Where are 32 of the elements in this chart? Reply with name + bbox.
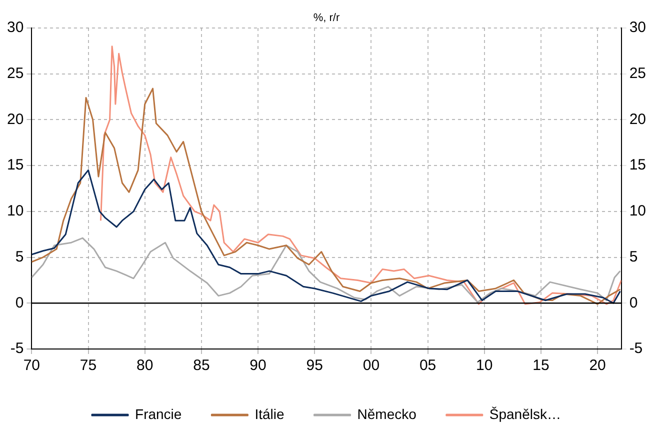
- legend-label: Itálie: [254, 406, 284, 422]
- x-tick-label: 15: [532, 357, 550, 374]
- y-tick-label: -5: [10, 340, 24, 358]
- x-tick-label: 20: [589, 357, 606, 374]
- y2-tick-label: 5: [629, 248, 638, 266]
- y2-tick-label: -5: [629, 340, 643, 358]
- x-tick-label: 10: [476, 357, 493, 374]
- x-tick-label: 00: [362, 357, 380, 374]
- y-tick-label: 0: [15, 294, 24, 312]
- y-tick-label: 15: [6, 156, 24, 174]
- y-tick-label: 20: [6, 110, 24, 128]
- x-tick-label: 75: [80, 357, 97, 374]
- y-tick-label: 10: [6, 202, 24, 220]
- x-tick-label: 80: [136, 357, 154, 374]
- y2-tick-label: 20: [629, 110, 646, 128]
- y-tick-label: 5: [15, 248, 24, 266]
- x-tick-label: 95: [306, 357, 323, 374]
- legend-label: Německo: [357, 406, 417, 422]
- legend-label: Španělsk…: [489, 406, 561, 422]
- x-tick-label: 85: [193, 357, 210, 374]
- x-tick-label: 70: [23, 357, 40, 374]
- y2-tick-label: 0: [629, 294, 638, 312]
- y2-tick-label: 15: [629, 156, 646, 174]
- y2-tick-label: 10: [629, 202, 646, 220]
- y2-tick-label: 30: [629, 19, 646, 36]
- legend-label: Francie: [135, 406, 182, 422]
- x-tick-label: 05: [419, 357, 436, 374]
- y2-tick-label: 25: [629, 65, 646, 82]
- y-tick-label: 30: [6, 19, 24, 36]
- chart-subtitle: %, r/r: [313, 12, 340, 24]
- x-tick-label: 90: [250, 357, 266, 374]
- y-tick-label: 25: [6, 65, 24, 82]
